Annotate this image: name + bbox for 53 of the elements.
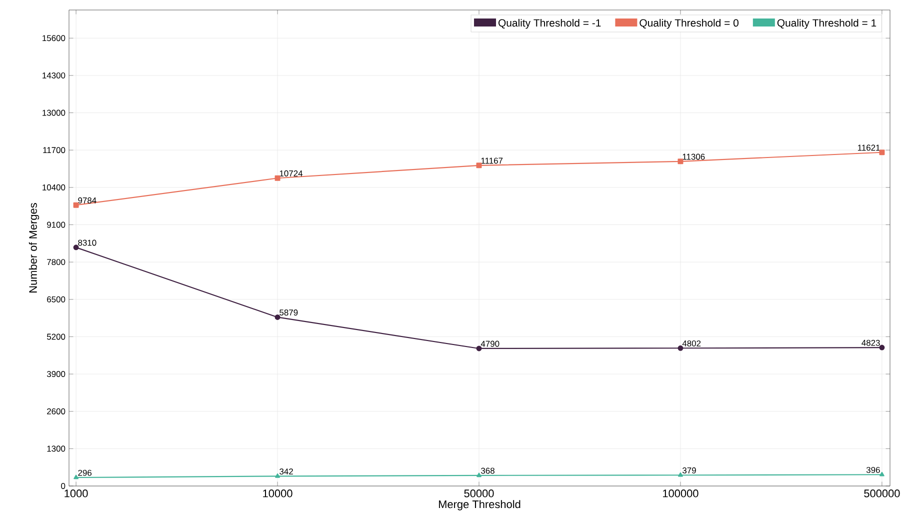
data-label: 368	[481, 468, 494, 474]
y-tick-label: 15600	[42, 35, 66, 42]
point	[74, 474, 78, 480]
point	[678, 345, 684, 351]
y-tick-label: 2600	[47, 408, 66, 414]
data-label: 296	[78, 470, 92, 476]
data-label: 11621	[858, 144, 880, 151]
data-label: 5879	[280, 310, 298, 316]
point	[73, 202, 79, 208]
x-tick-label: 50000	[464, 490, 494, 498]
point	[880, 472, 884, 476]
data-label: 10724	[280, 170, 303, 176]
data-label: 9784	[78, 197, 96, 204]
point	[879, 344, 885, 350]
y-tick-label: 13000	[42, 110, 66, 116]
legend-label: Quality Threshold = -1	[498, 18, 601, 29]
legend-label: Quality Threshold = 0	[640, 18, 738, 29]
y-tick-label: 11700	[43, 147, 66, 154]
data-label: 4823	[862, 340, 880, 346]
point	[275, 473, 280, 478]
y-tick-label: 9100	[47, 222, 66, 228]
data-label: 4790	[480, 340, 500, 347]
point	[476, 162, 482, 168]
point	[678, 472, 683, 477]
data-label: 379	[682, 467, 696, 474]
y-tick-label: 10400	[42, 184, 66, 190]
point	[476, 472, 482, 478]
y-axis-title: Number of Merges	[28, 203, 40, 292]
data-label: 4802	[682, 340, 701, 346]
data-label: 8310	[78, 240, 96, 246]
data-label: 11167	[481, 158, 503, 164]
y-tick-label: 6500	[47, 296, 66, 302]
point	[879, 150, 885, 156]
point	[476, 346, 482, 352]
data-label: 396	[866, 466, 880, 473]
legend-label: Quality Threshold = 1	[777, 18, 876, 29]
y-tick-label: 1300	[47, 446, 66, 452]
point	[274, 314, 280, 320]
data-label: 11306	[682, 154, 705, 160]
x-axis-title: Merge Threshold	[438, 500, 520, 510]
point	[274, 175, 280, 181]
x-tick-label: 500000	[864, 490, 900, 498]
data-label: 342	[280, 468, 293, 474]
y-tick-label: 3900	[46, 371, 66, 378]
x-tick-label: 1000	[64, 490, 88, 498]
y-tick-label: 0	[61, 483, 66, 489]
y-tick-label: 7800	[47, 259, 66, 266]
point	[73, 244, 79, 250]
y-tick-label: 14300	[42, 72, 66, 78]
point	[678, 158, 684, 164]
x-tick-label: 10000	[263, 490, 292, 498]
y-tick-label: 5200	[46, 334, 66, 340]
x-tick-label: 100000	[663, 490, 698, 498]
